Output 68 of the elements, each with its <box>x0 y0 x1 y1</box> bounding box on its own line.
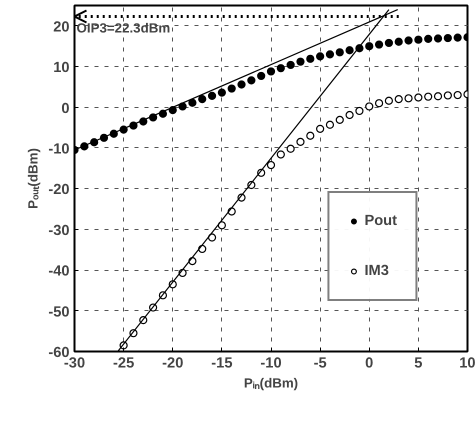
point <box>247 76 256 84</box>
point <box>306 132 314 140</box>
point <box>365 102 374 111</box>
point <box>336 116 344 124</box>
y-tick-label: 10 <box>53 60 70 76</box>
x-tick-label: 5 <box>414 356 422 372</box>
point <box>444 34 452 42</box>
y-tick-label: -30 <box>48 222 70 239</box>
point <box>266 160 276 170</box>
y-tick-label: 0 <box>61 100 70 117</box>
point <box>316 52 324 60</box>
point <box>286 60 295 70</box>
point <box>276 150 285 159</box>
point <box>228 84 236 93</box>
point <box>434 92 442 100</box>
point <box>296 58 305 66</box>
point <box>404 36 413 45</box>
annotation: OIP3=22.3dBm <box>76 20 170 36</box>
x-tick-label: -20 <box>162 356 184 372</box>
point <box>414 93 422 102</box>
y-tick-label: -40 <box>48 264 70 280</box>
y-tick-label: -10 <box>48 141 70 158</box>
y-axis-title: Pₒᵤₜ(dBm) <box>25 148 40 209</box>
point <box>306 54 314 63</box>
point <box>434 34 442 43</box>
point <box>444 91 452 100</box>
y-tick-label: 20 <box>53 19 70 36</box>
point <box>365 42 374 50</box>
x-tick-label: -5 <box>314 356 327 372</box>
point <box>454 34 462 42</box>
point <box>346 110 354 120</box>
point <box>316 124 324 133</box>
x-tick-label: 10 <box>459 356 475 372</box>
legend-label: IM3 <box>364 263 389 279</box>
point <box>424 34 432 43</box>
point <box>276 64 285 72</box>
point <box>208 92 216 100</box>
point <box>424 92 432 101</box>
point <box>266 67 276 76</box>
point <box>454 90 462 100</box>
point <box>394 95 403 104</box>
point <box>198 95 206 104</box>
legend-label: Pout <box>364 213 397 229</box>
point <box>394 38 403 46</box>
point <box>286 144 295 153</box>
point <box>188 98 196 107</box>
point <box>326 50 334 58</box>
point <box>374 40 384 49</box>
point <box>257 72 266 80</box>
point <box>346 46 354 54</box>
point <box>355 106 364 116</box>
point <box>237 80 246 89</box>
x-tick-label: -10 <box>260 356 282 372</box>
y-tick-label: -50 <box>48 304 70 320</box>
point <box>404 94 413 102</box>
point <box>384 38 393 48</box>
x-axis-title: Pᵢₙ(dBm) <box>244 376 298 390</box>
point <box>414 36 422 44</box>
point <box>326 120 334 129</box>
point <box>336 48 344 56</box>
y-tick-label: -20 <box>48 182 70 198</box>
point <box>374 99 384 108</box>
point <box>218 88 226 97</box>
x-tick-label: -25 <box>113 356 134 372</box>
point <box>296 138 305 146</box>
x-tick-label: -15 <box>211 356 232 372</box>
point <box>384 96 393 105</box>
x-tick-label: 0 <box>365 356 374 372</box>
